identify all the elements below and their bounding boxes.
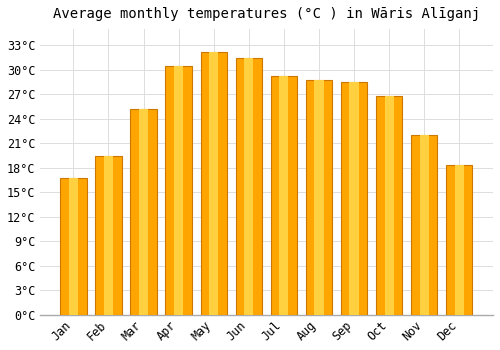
Bar bbox=[244, 58, 254, 315]
Bar bbox=[104, 155, 113, 315]
Bar bbox=[139, 109, 148, 315]
Bar bbox=[130, 109, 156, 315]
Bar bbox=[314, 80, 324, 315]
Bar bbox=[60, 177, 86, 315]
Bar bbox=[376, 96, 402, 315]
Bar bbox=[350, 82, 358, 315]
Bar bbox=[411, 135, 438, 315]
Bar bbox=[200, 52, 227, 315]
Bar bbox=[236, 58, 262, 315]
Bar bbox=[280, 76, 288, 315]
Bar bbox=[209, 52, 218, 315]
Bar bbox=[384, 96, 394, 315]
Bar bbox=[69, 177, 78, 315]
Bar bbox=[420, 135, 429, 315]
Bar bbox=[174, 66, 183, 315]
Bar bbox=[166, 66, 192, 315]
Title: Average monthly temperatures (°C ) in Wāris Alīganj: Average monthly temperatures (°C ) in Wā… bbox=[53, 7, 480, 21]
Bar bbox=[96, 155, 122, 315]
Bar bbox=[270, 76, 297, 315]
Bar bbox=[306, 80, 332, 315]
Bar bbox=[446, 165, 472, 315]
Bar bbox=[341, 82, 367, 315]
Bar bbox=[454, 165, 464, 315]
